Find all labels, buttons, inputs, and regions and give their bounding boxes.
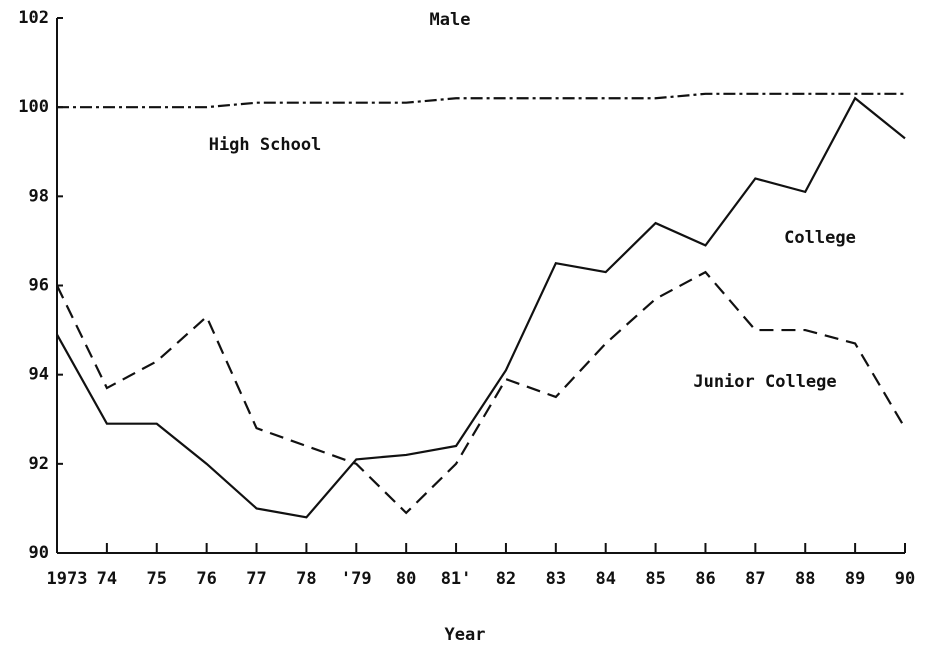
series-line — [56, 270, 906, 515]
x-tick-label: 90 — [895, 569, 915, 589]
y-tick-label: 96 — [29, 276, 49, 296]
x-axis-label: Year — [445, 625, 486, 645]
y-tick-label: 94 — [29, 365, 49, 385]
x-tick-label: 82 — [496, 569, 516, 589]
series-line — [57, 92, 905, 109]
x-tick-label: 83 — [546, 569, 566, 589]
x-tick-label: 87 — [745, 569, 765, 589]
x-tick-label: 84 — [595, 569, 615, 589]
series-label: Junior College — [693, 372, 836, 392]
x-tick-label: 81' — [441, 569, 472, 589]
x-tick-label: 80 — [396, 569, 416, 589]
x-tick-label: 86 — [695, 569, 715, 589]
y-tick-label: 92 — [29, 454, 49, 474]
x-tick-label: 1973 — [47, 569, 88, 589]
x-tick-label: 88 — [795, 569, 815, 589]
y-tick-label: 100 — [18, 97, 49, 117]
x-tick-label: 74 — [97, 569, 117, 589]
y-tick-label: 98 — [29, 186, 49, 206]
x-tick-label: 89 — [845, 569, 865, 589]
x-tick-label: '79 — [341, 569, 372, 589]
y-tick-label: 90 — [29, 543, 49, 563]
x-tick-label: 76 — [196, 569, 216, 589]
series-label: High School — [209, 135, 322, 155]
series-label: College — [784, 228, 856, 248]
x-tick-label: 78 — [296, 569, 316, 589]
x-tick-label: 85 — [645, 569, 665, 589]
x-tick-label: 75 — [147, 569, 167, 589]
y-tick-label: 102 — [18, 8, 49, 28]
series-line — [56, 96, 906, 519]
chart-title: Male — [430, 10, 471, 30]
x-tick-label: 77 — [246, 569, 266, 589]
